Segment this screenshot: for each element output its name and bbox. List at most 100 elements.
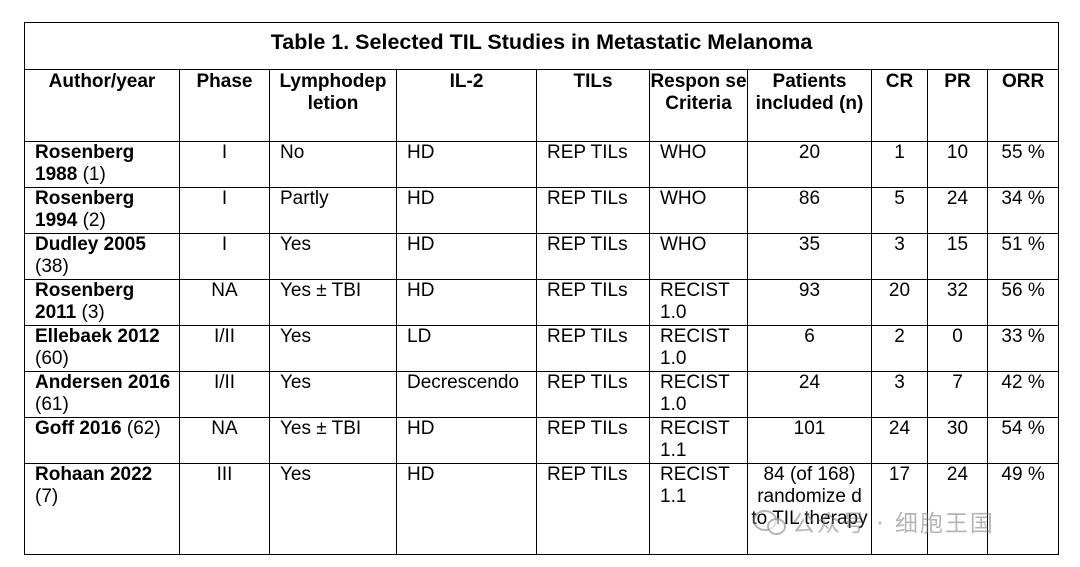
author-name: Andersen 2016 bbox=[35, 372, 171, 394]
cell-lymphodepletion: No bbox=[269, 141, 397, 188]
cell-pr: 15 bbox=[927, 233, 988, 280]
cell-author: Goff 2016 (62) bbox=[24, 417, 180, 464]
cell-il2: HD bbox=[396, 233, 537, 280]
table-title: Table 1. Selected TIL Studies in Metasta… bbox=[23, 22, 1060, 70]
cell-il2: Decrescendo bbox=[396, 371, 537, 418]
cell-lymphodepletion: Yes bbox=[269, 325, 397, 372]
cell-cr: 20 bbox=[871, 279, 928, 326]
cell-lymphodepletion: Yes bbox=[269, 233, 397, 280]
table-row: Andersen 2016 (61) I/II Yes Decrescendo … bbox=[24, 371, 1060, 418]
cell-cr: 24 bbox=[871, 417, 928, 464]
cell-cr: 17 bbox=[871, 463, 928, 555]
table-row: Rohaan 2022 (7) III Yes HD REP TILs RECI… bbox=[24, 463, 1060, 555]
cell-patients: 86 bbox=[747, 187, 872, 234]
reference-number: (60) bbox=[35, 348, 69, 369]
cell-lymphodepletion: Yes bbox=[269, 463, 397, 555]
cell-criteria: WHO bbox=[649, 187, 748, 234]
cell-author: Rohaan 2022 (7) bbox=[24, 463, 180, 555]
cell-phase: I bbox=[179, 141, 270, 188]
cell-author: Ellebaek 2012 (60) bbox=[24, 325, 180, 372]
cell-criteria: RECIST 1.0 bbox=[649, 325, 748, 372]
cell-orr: 56 % bbox=[986, 279, 1060, 326]
table-row: Rosenberg 1988 (1) I No HD REP TILs WHO … bbox=[24, 141, 1060, 188]
header-author-year: Author/year bbox=[24, 69, 180, 142]
cell-author: Rosenberg 2011 (3) bbox=[24, 279, 180, 326]
cell-il2: HD bbox=[396, 417, 537, 464]
cell-phase: I/II bbox=[179, 325, 270, 372]
cell-patients: 6 bbox=[747, 325, 872, 372]
cell-phase: I bbox=[179, 187, 270, 234]
header-phase: Phase bbox=[179, 69, 270, 142]
cell-orr: 34 % bbox=[986, 187, 1060, 234]
header-patients-included: Patients included (n) bbox=[747, 69, 872, 142]
cell-pr: 0 bbox=[927, 325, 988, 372]
cell-tils: REP TILs bbox=[536, 141, 650, 188]
cell-tils: REP TILs bbox=[536, 233, 650, 280]
table-row: Ellebaek 2012 (60) I/II Yes LD REP TILs … bbox=[24, 325, 1060, 372]
reference-number: (7) bbox=[35, 486, 59, 507]
cell-author: Rosenberg 1988 (1) bbox=[24, 141, 180, 188]
cell-lymphodepletion: Yes ± TBI bbox=[269, 417, 397, 464]
cell-il2: HD bbox=[396, 187, 537, 234]
cell-cr: 5 bbox=[871, 187, 928, 234]
cell-criteria: RECIST 1.1 bbox=[649, 417, 748, 464]
cell-il2: LD bbox=[396, 325, 537, 372]
cell-orr: 51 % bbox=[986, 233, 1060, 280]
cell-criteria: RECIST 1.0 bbox=[649, 371, 748, 418]
cell-criteria: RECIST 1.0 bbox=[649, 279, 748, 326]
cell-patients: 35 bbox=[747, 233, 872, 280]
cell-tils: REP TILs bbox=[536, 417, 650, 464]
cell-tils: REP TILs bbox=[536, 463, 650, 555]
cell-criteria: WHO bbox=[649, 233, 748, 280]
cell-author: Rosenberg 1994 (2) bbox=[24, 187, 180, 234]
cell-lymphodepletion: Yes ± TBI bbox=[269, 279, 397, 326]
cell-pr: 10 bbox=[927, 141, 988, 188]
cell-tils: REP TILs bbox=[536, 371, 650, 418]
header-response-criteria: Respon se Criteria bbox=[649, 69, 748, 142]
reference-number: (2) bbox=[82, 210, 106, 231]
cell-cr: 2 bbox=[871, 325, 928, 372]
header-orr: ORR bbox=[986, 69, 1060, 142]
cell-orr: 55 % bbox=[986, 141, 1060, 188]
table-row: Rosenberg 2011 (3) NA Yes ± TBI HD REP T… bbox=[24, 279, 1060, 326]
author-name: Dudley 2005 bbox=[35, 234, 146, 256]
cell-pr: 32 bbox=[927, 279, 988, 326]
cell-pr: 30 bbox=[927, 417, 988, 464]
cell-cr: 3 bbox=[871, 371, 928, 418]
cell-patients: 93 bbox=[747, 279, 872, 326]
author-name: Rosenberg 2011 bbox=[35, 280, 135, 324]
reference-number: (38) bbox=[35, 256, 69, 277]
cell-phase: NA bbox=[179, 279, 270, 326]
author-name: Ellebaek 2012 bbox=[35, 326, 160, 348]
header-row: Author/year Phase Lymphodep letion IL-2 … bbox=[24, 69, 1060, 142]
author-name: Rohaan 2022 bbox=[35, 464, 153, 486]
cell-pr: 24 bbox=[927, 187, 988, 234]
cell-patients: 24 bbox=[747, 371, 872, 418]
reference-number: (62) bbox=[126, 418, 161, 440]
cell-lymphodepletion: Partly bbox=[269, 187, 397, 234]
header-pr: PR bbox=[927, 69, 988, 142]
author-name: Rosenberg 1988 bbox=[35, 142, 135, 186]
cell-orr: 42 % bbox=[986, 371, 1060, 418]
header-lymphodepletion: Lymphodep letion bbox=[269, 69, 397, 142]
cell-il2: HD bbox=[396, 279, 537, 326]
til-studies-table: Table 1. Selected TIL Studies in Metasta… bbox=[23, 22, 1060, 555]
cell-pr: 7 bbox=[927, 371, 988, 418]
reference-number: (1) bbox=[82, 164, 106, 185]
table-row: Rosenberg 1994 (2) I Partly HD REP TILs … bbox=[24, 187, 1060, 234]
table-row: Goff 2016 (62) NA Yes ± TBI HD REP TILs … bbox=[24, 417, 1060, 464]
cell-criteria: WHO bbox=[649, 141, 748, 188]
cell-patients: 101 bbox=[747, 417, 872, 464]
cell-tils: REP TILs bbox=[536, 279, 650, 326]
cell-pr: 24 bbox=[927, 463, 988, 555]
cell-author: Andersen 2016 (61) bbox=[24, 371, 180, 418]
author-name: Rosenberg 1994 bbox=[35, 188, 135, 232]
cell-tils: REP TILs bbox=[536, 325, 650, 372]
header-cr: CR bbox=[871, 69, 928, 142]
cell-phase: III bbox=[179, 463, 270, 555]
cell-lymphodepletion: Yes bbox=[269, 371, 397, 418]
cell-orr: 33 % bbox=[986, 325, 1060, 372]
table-title-text: Table 1. Selected TIL Studies in Metasta… bbox=[270, 30, 813, 54]
cell-orr: 54 % bbox=[986, 417, 1060, 464]
